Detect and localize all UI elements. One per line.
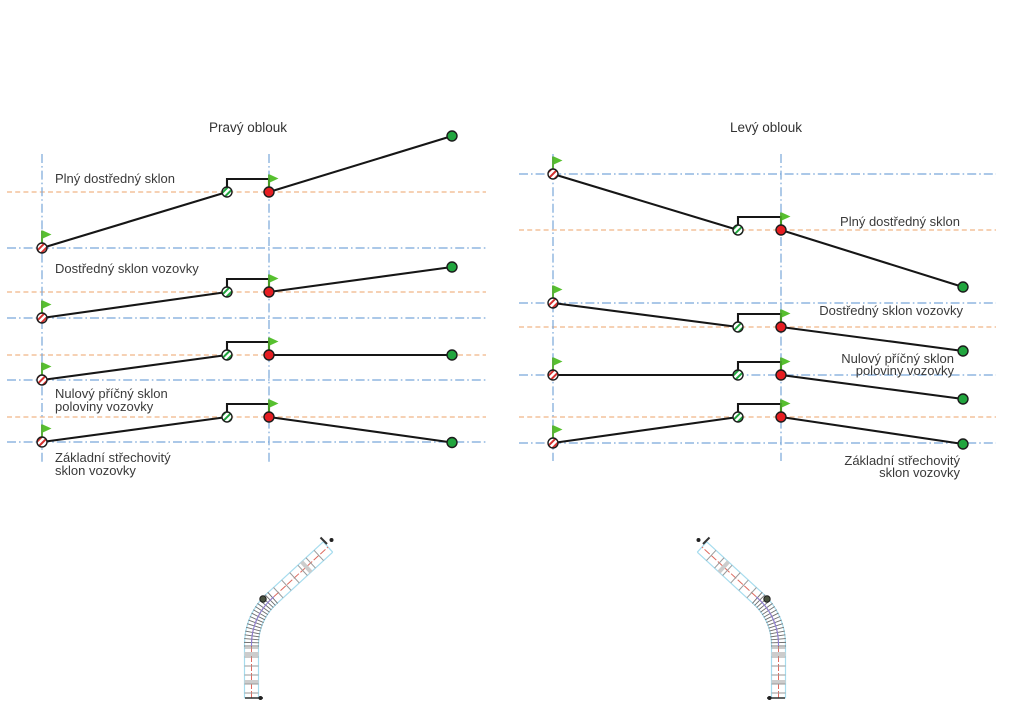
start-marker — [547, 168, 559, 180]
red-marker — [775, 411, 787, 423]
road-edge-line — [243, 541, 324, 698]
superelevation-trace-line — [250, 546, 329, 698]
red-marker — [775, 369, 787, 381]
end-marker — [957, 438, 969, 450]
end-marker — [446, 436, 458, 449]
row-label: poloviny vozovky — [855, 363, 954, 378]
start-marker — [36, 312, 48, 324]
panel-right-curve — [7, 130, 486, 462]
cross-section-tick — [297, 564, 308, 576]
row-label: Nulový příčný sklon — [841, 351, 954, 366]
plan-view-right-curve — [243, 536, 334, 700]
red-marker — [263, 411, 275, 423]
start-marker — [36, 374, 48, 386]
row-label: Dostředný sklon vozovky — [55, 261, 199, 276]
curve-point-marker — [259, 595, 267, 603]
start-marker — [36, 242, 48, 254]
row-label: Nulový příčný sklon — [55, 386, 168, 401]
cross-section-band — [300, 560, 313, 574]
row-label: sklon vozovky — [55, 463, 136, 478]
cross-section-tick — [273, 587, 284, 599]
cross-section-tick — [305, 557, 316, 569]
transition-marker — [221, 411, 233, 423]
row-label: Plný dostředný sklon — [55, 171, 175, 186]
transition-marker — [732, 369, 744, 381]
start-marker — [547, 297, 559, 309]
cross-section-tick — [289, 572, 300, 584]
row-label: Plný dostředný sklon — [840, 214, 960, 229]
end-marker — [446, 130, 458, 142]
panel-title-right-curve: Pravý oblouk — [208, 120, 288, 135]
red-marker — [263, 186, 275, 198]
transition-marker — [221, 186, 233, 198]
end-marker — [446, 261, 458, 273]
plan-view-left-curve — [694, 535, 788, 702]
superelevation-profile-line — [41, 340, 452, 382]
row-label: Dostředný sklon vozovky — [819, 303, 963, 318]
transition-marker — [732, 321, 744, 333]
start-marker — [36, 436, 48, 448]
row-label: sklon vozovky — [879, 465, 960, 480]
red-marker — [775, 224, 787, 236]
transition-marker — [732, 224, 744, 236]
station-end-tick — [319, 536, 328, 545]
red-marker — [263, 286, 275, 298]
road-edge-line — [257, 551, 334, 698]
cross-section-tick — [313, 549, 324, 561]
row-label: Základní střechovitý — [844, 453, 960, 468]
superelevation-profile-line — [552, 402, 964, 446]
panel-title-left-curve: Levý oblouk — [729, 120, 803, 135]
row-label: Základní střechovitý — [55, 450, 171, 465]
red-marker — [263, 349, 275, 361]
red-marker — [775, 321, 787, 333]
end-marker — [446, 349, 458, 361]
row-label: poloviny vozovky — [55, 399, 154, 414]
end-marker — [957, 345, 969, 357]
station-end-marker — [329, 538, 334, 542]
transition-marker — [221, 286, 233, 298]
transition-marker — [732, 411, 744, 423]
end-marker — [957, 393, 969, 405]
start-marker — [547, 369, 559, 381]
panel-left-curve — [519, 154, 996, 461]
station-end-marker — [258, 696, 263, 700]
start-marker — [547, 437, 559, 449]
end-marker — [957, 281, 969, 293]
transition-marker — [221, 349, 233, 361]
cross-section-tick — [281, 579, 292, 591]
